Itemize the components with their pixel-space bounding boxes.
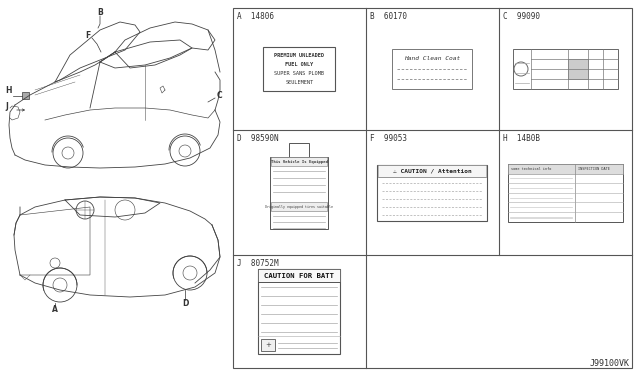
Bar (264, 47, 335, 91)
Text: C: C (217, 90, 223, 99)
Text: SEULEMENT: SEULEMENT (285, 80, 314, 84)
Text: FUEL ONLY: FUEL ONLY (285, 61, 314, 67)
Bar (233, 8, 632, 368)
Bar (259, 269, 340, 354)
Text: D: D (182, 298, 188, 308)
Text: J: J (5, 102, 8, 110)
Text: some technical info: some technical info (511, 167, 552, 170)
Text: A: A (52, 305, 58, 314)
Text: J  80752M: J 80752M (237, 259, 278, 268)
Text: H: H (5, 86, 12, 94)
Bar (392, 49, 472, 89)
Bar (259, 269, 340, 282)
Bar (568, 59, 588, 79)
Text: J99100VK: J99100VK (590, 359, 630, 368)
Text: Hand Clean Coat: Hand Clean Coat (404, 55, 461, 61)
Bar (378, 164, 488, 221)
Bar (22, 92, 29, 99)
Bar (271, 202, 328, 211)
Text: This Vehicle Is Equipped: This Vehicle Is Equipped (271, 160, 328, 164)
Text: Originally equipped tires suitable: Originally equipped tires suitable (266, 205, 333, 208)
Text: B  60170: B 60170 (370, 12, 407, 21)
Text: +: + (266, 342, 271, 348)
Bar (289, 142, 310, 157)
Text: INSPECTION DATE: INSPECTION DATE (578, 167, 609, 170)
Text: D  98590N: D 98590N (237, 134, 278, 143)
Text: CAUTION FOR BATT: CAUTION FOR BATT (264, 273, 335, 279)
Text: B: B (97, 7, 103, 16)
Text: F: F (85, 31, 91, 39)
Text: PREMIUM UNLEADED: PREMIUM UNLEADED (275, 52, 324, 58)
Bar (271, 157, 328, 166)
Text: SUPER SANS PLOMB: SUPER SANS PLOMB (275, 71, 324, 76)
Bar (508, 164, 623, 221)
Text: F  99053: F 99053 (370, 134, 407, 143)
Bar (508, 164, 623, 173)
Bar (378, 164, 486, 176)
Text: ⚠ CAUTION / Attention: ⚠ CAUTION / Attention (393, 168, 472, 173)
Bar (271, 157, 328, 228)
Bar (262, 339, 275, 351)
Text: H  14B0B: H 14B0B (503, 134, 540, 143)
Bar (513, 49, 618, 89)
Text: A  14806: A 14806 (237, 12, 274, 21)
Text: C  99090: C 99090 (503, 12, 540, 21)
